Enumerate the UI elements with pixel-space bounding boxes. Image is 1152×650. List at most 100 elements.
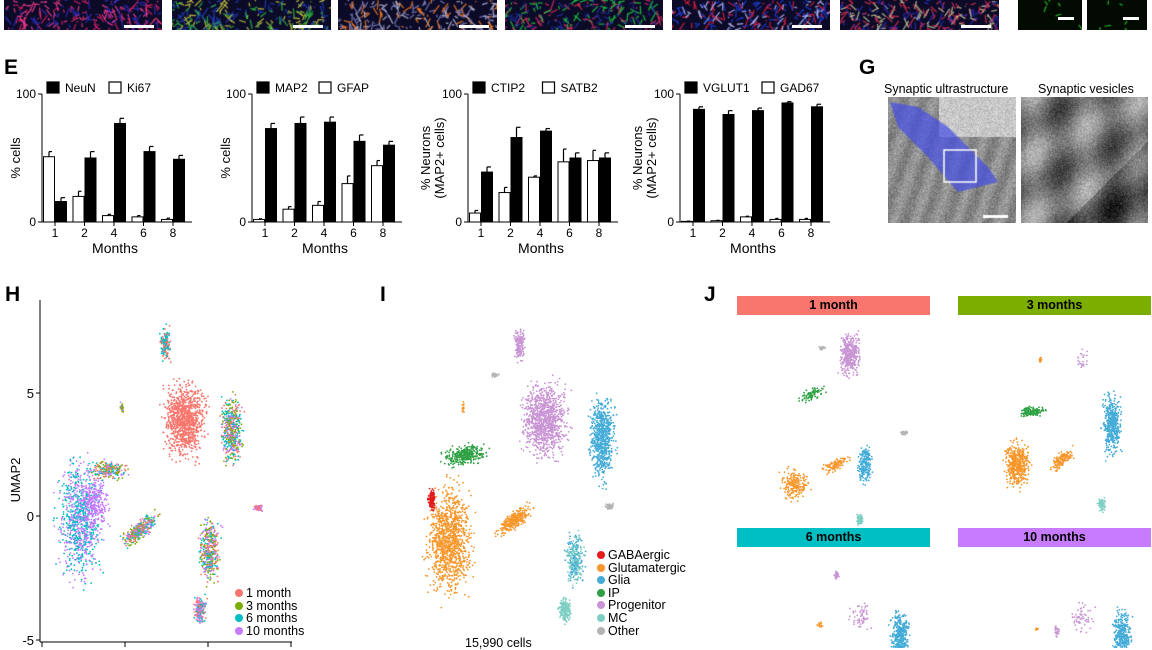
umap-point: [440, 552, 442, 554]
umap-point: [195, 386, 197, 388]
umap-point: [75, 496, 77, 498]
umap-point: [207, 572, 209, 574]
umap-point: [149, 520, 151, 522]
bar-ctip2: [570, 158, 581, 222]
umap-point: [97, 518, 99, 520]
umap-point: [195, 398, 197, 400]
umap-point: [67, 472, 69, 474]
umap-point: [82, 491, 84, 493]
umap-point: [135, 540, 137, 542]
umap-point: [59, 561, 61, 563]
umap-point: [85, 559, 87, 561]
umap-point: [82, 504, 84, 506]
umap-point: [66, 522, 68, 524]
umap-point: [206, 519, 208, 521]
umap-point: [91, 509, 93, 511]
x-tick-label: 6: [566, 226, 573, 240]
umap-point: [80, 498, 82, 500]
umap-point: [195, 438, 197, 440]
umap-point: [103, 493, 105, 495]
umap-point: [79, 456, 81, 458]
umap-point: [211, 541, 213, 543]
umap-point: [174, 445, 176, 447]
umap-point: [195, 461, 197, 463]
umap-point: [73, 514, 75, 516]
umap-point: [195, 417, 197, 419]
umap-point: [221, 442, 223, 444]
umap-point: [187, 395, 189, 397]
umap-point: [216, 534, 218, 536]
umap-point: [141, 524, 143, 526]
umap-point: [198, 605, 200, 607]
umap-point: [221, 407, 223, 409]
umap-point: [76, 468, 78, 470]
umap-point: [180, 451, 182, 453]
umap-point: [215, 538, 217, 540]
umap-point: [165, 407, 167, 409]
umap-point: [172, 403, 174, 405]
umap-point: [193, 445, 195, 447]
umap-point: [83, 461, 85, 463]
umap-point: [445, 569, 447, 571]
umap-point: [190, 404, 192, 406]
umap-point: [214, 565, 216, 567]
umap-point: [231, 458, 233, 460]
umap-point: [201, 423, 203, 425]
umap-point: [208, 528, 210, 530]
umap-point: [169, 453, 171, 455]
umap-point: [177, 441, 179, 443]
umap-point: [194, 464, 196, 466]
umap-point: [202, 553, 204, 555]
umap-point: [470, 525, 472, 527]
x-tick-label: 4: [749, 226, 756, 240]
umap-point: [73, 534, 75, 536]
umap-point: [469, 562, 471, 564]
umap-point: [229, 428, 231, 430]
umap-point: [473, 532, 475, 534]
umap-point: [173, 433, 175, 435]
panel-label-j: J: [704, 283, 716, 307]
umap-point: [200, 547, 202, 549]
umap-point: [450, 594, 452, 596]
umap-point: [107, 523, 109, 525]
umap-point: [205, 567, 207, 569]
umap-point: [188, 415, 190, 417]
umap-point: [231, 439, 233, 441]
umap-point: [130, 540, 132, 542]
umap-point: [144, 520, 146, 522]
microscopy-tile: [1018, 0, 1082, 30]
umap-point: [456, 592, 458, 594]
umap-point: [191, 395, 193, 397]
umap-point: [93, 498, 95, 500]
umap-point: [72, 557, 74, 559]
umap-point: [77, 518, 79, 520]
umap-point: [199, 397, 201, 399]
microscopy-tile: [840, 0, 999, 30]
umap-point: [187, 393, 189, 395]
umap-point: [202, 419, 204, 421]
umap-point: [222, 417, 224, 419]
umap-point: [227, 420, 229, 422]
umap-point: [91, 472, 93, 474]
umap-point: [214, 543, 216, 545]
umap-point: [426, 549, 428, 551]
umap-point: [88, 499, 90, 501]
umap-point: [206, 529, 208, 531]
umap-point: [203, 398, 205, 400]
umap-point: [237, 455, 239, 457]
bar-vglut1: [753, 111, 764, 222]
umap-point: [197, 397, 199, 399]
umap-point: [201, 611, 203, 613]
umap-point: [67, 533, 69, 535]
x-tick-label: 8: [808, 226, 815, 240]
umap-point: [228, 399, 230, 401]
umap-point: [172, 431, 174, 433]
umap-point: [213, 557, 215, 559]
umap-point: [77, 470, 79, 472]
umap-point: [219, 415, 221, 417]
umap-point: [236, 444, 238, 446]
umap-point: [196, 402, 198, 404]
umap-point: [79, 557, 81, 559]
umap-point: [93, 492, 95, 494]
umap-point: [201, 620, 203, 622]
